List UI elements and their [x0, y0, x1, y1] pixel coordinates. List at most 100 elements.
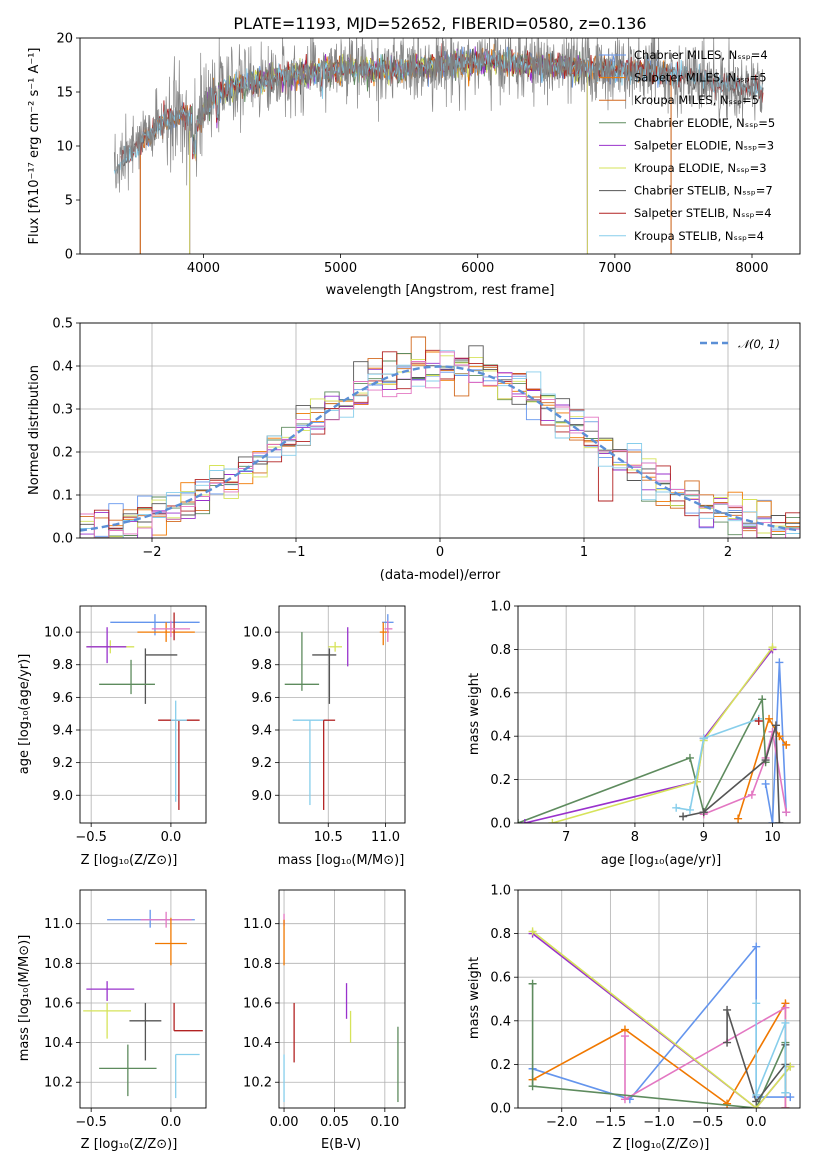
age_vs_Z-ytick-label: 9.2 [52, 756, 73, 771]
spectrum-legend-label: Kroupa MILES, Nₛₛₚ=5 [634, 93, 759, 107]
age_vs_Z-plot-area [86, 612, 200, 810]
weight_vs_age-ytick-label: 0.8 [490, 643, 511, 658]
weight_vs_Z-xtick-label: −0.5 [692, 1115, 724, 1130]
mass_vs_ebv-frame [278, 889, 406, 1109]
residuals-plot-area [80, 336, 800, 538]
weight_vs_age-weight-marker [782, 740, 791, 749]
weight_vs_Z-ytick-label: 0.0 [490, 1102, 511, 1117]
residuals-xtick-label: −1 [286, 545, 305, 560]
weight_vs_age-weight-marker [782, 808, 791, 817]
spectrum-ytick-label: 15 [56, 86, 73, 101]
weight_vs_Z-weight-marker [620, 1032, 629, 1041]
weight_vs_age-weight-marker [699, 734, 708, 743]
age_vs_mass-xtick-label: 10.5 [314, 830, 343, 845]
weight_vs_Z-weight-marker [786, 1093, 795, 1102]
weight_vs_Z-weight-marker [528, 1082, 537, 1091]
weight_vs_Z-frame [517, 889, 801, 1109]
age_vs_Z-ytick-label: 10.0 [44, 626, 73, 641]
weight_vs_age-weight-line [552, 646, 774, 823]
weight_vs_age-weight-marker [672, 803, 681, 812]
mass_vs_Z-xtick-label: 0.0 [161, 1115, 182, 1130]
weight_vs_age-xtick-label: 10 [764, 830, 781, 845]
age-vs-Z-ylabel: age [log₁₀(age/yr)] [17, 654, 32, 775]
weight_vs_Z-weight-marker [620, 1095, 629, 1104]
spectrum-legend-label: Salpeter ELODIE, Nₛₛₚ=3 [634, 138, 774, 152]
weight_vs_age-weight-marker [758, 695, 767, 704]
weight_vs_age-ytick-label: 1.0 [490, 600, 511, 615]
residuals-frame [79, 322, 801, 539]
weight_vs_age-ytick-label: 0.0 [490, 817, 511, 832]
weight-vs-Z-ylabel: mass weight [467, 957, 482, 1039]
residuals-legend-label: 𝒩(0, 1) [738, 337, 780, 351]
weight-vs-age-ylabel: mass weight [467, 673, 482, 755]
weight_vs_age-xtick-label: 8 [631, 830, 639, 845]
age_vs_Z-axes: −0.5 0.0 9.0 9.2 9.4 9.6 9.8 10.0 [44, 606, 206, 845]
spectrum-xtick-label: 5000 [324, 261, 357, 276]
spectrum-ytick-label: 10 [56, 140, 73, 155]
residuals-ytick-label: 0.3 [52, 403, 73, 418]
weight_vs_age-xtick-label: 7 [562, 830, 570, 845]
weight_vs_Z-xtick-label: −2.0 [546, 1115, 578, 1130]
mass_vs_ebv-ytick-label: 10.2 [243, 1076, 272, 1091]
residuals-ytick-label: 0.4 [52, 360, 73, 375]
residuals-ytick-label: 0.2 [52, 446, 73, 461]
weight_vs_Z-ytick-label: 0.4 [490, 1014, 511, 1029]
spectrum-plot-area [113, 38, 764, 254]
weight_vs_Z-weight-marker [723, 1005, 732, 1014]
weight_vs_age-axes: 7 8 9 10 0.0 0.2 0.4 0.6 0.8 1.0 [490, 600, 800, 845]
weight_vs_age-weight-marker [685, 753, 694, 762]
spectrum-ytick-label: 5 [65, 194, 73, 209]
residuals-xtick-label: 1 [580, 545, 588, 560]
weight_vs_age-weight-marker [685, 805, 694, 814]
weight_vs_age-weight-marker [761, 779, 770, 788]
weight_vs_Z-weight-marker [781, 1104, 790, 1108]
weight_vs_Z-ytick-label: 0.2 [490, 1058, 511, 1073]
weight_vs_Z-weight-line [532, 930, 791, 1108]
spectrum-xtick-label: 8000 [735, 261, 768, 276]
mass_vs_Z-xtick-label: −0.5 [75, 1115, 107, 1130]
spectrum-xlabel: wavelength [Angstrom, rest frame] [326, 283, 555, 298]
weight_vs_age-weight-marker [734, 814, 743, 823]
spectrum-legend-label: Kroupa STELIB, Nₛₛₚ=4 [634, 229, 764, 243]
mass_vs_Z-ytick-label: 10.6 [44, 996, 73, 1011]
residuals-histogram [80, 351, 800, 538]
mass_vs_ebv-ytick-label: 10.4 [243, 1036, 272, 1051]
weight_vs_age-ytick-label: 0.6 [490, 686, 511, 701]
age-vs-mass-xlabel: mass [log₁₀(M/M⊙)] [278, 853, 405, 868]
spectrum-legend-label: Kroupa ELODIE, Nₛₛₚ=3 [634, 161, 767, 175]
mass_vs_ebv-axes: 0.00 0.05 0.10 10.2 10.4 10.6 10.8 11.0 [243, 890, 405, 1130]
weight_vs_Z-weight-marker [752, 1090, 761, 1099]
weight_vs_age-weight-marker [768, 643, 777, 652]
weight_vs_Z-weight-marker [781, 1018, 790, 1027]
residuals-xlabel: (data-model)/error [380, 568, 501, 583]
weight_vs_age-weight-marker [747, 790, 756, 799]
age-vs-Z-xlabel: Z [log₁₀(Z/Z⊙)] [81, 853, 178, 868]
mass_vs_ebv-xtick-label: 0.00 [270, 1115, 299, 1130]
weight_vs_Z-weight-marker [752, 942, 761, 951]
spectrum-xtick-label: 6000 [461, 261, 494, 276]
weight_vs_Z-weight-marker [786, 1062, 795, 1071]
weight_vs_age-weight-marker [679, 812, 688, 821]
weight_vs_age-plot-area [518, 643, 791, 823]
spectrum-legend-label: Salpeter STELIB, Nₛₛₚ=4 [634, 206, 772, 220]
spectrum-frame [79, 37, 801, 255]
age_vs_mass-ytick-label: 9.4 [251, 724, 272, 739]
spectrum-legend-label: Chabrier MILES, Nₛₛₚ=4 [634, 48, 768, 62]
age_vs_mass-frame [278, 605, 406, 824]
weight_vs_Z-weight-marker [528, 979, 537, 988]
spectrum-legend-label: Salpeter MILES, Nₛₛₚ=5 [634, 71, 767, 85]
spectrum-xtick-label: 7000 [598, 261, 631, 276]
mass-vs-Z-xlabel: Z [log₁₀(Z/Z⊙)] [81, 1137, 178, 1152]
weight_vs_Z-weight-marker [723, 1038, 732, 1047]
weight-vs-Z-xlabel: Z [log₁₀(Z/Z⊙)] [613, 1137, 710, 1152]
age_vs_Z-frame [79, 605, 207, 824]
age_vs_mass-ytick-label: 9.8 [251, 658, 272, 673]
mass_vs_Z-axes: −0.5 0.0 10.2 10.4 10.6 10.8 11.0 [44, 890, 206, 1130]
residuals-ytick-label: 0.1 [52, 489, 73, 504]
age_vs_mass-ytick-label: 9.0 [251, 789, 272, 804]
weight_vs_Z-xtick-label: −1.0 [643, 1115, 675, 1130]
age_vs_mass-ytick-label: 9.2 [251, 756, 272, 771]
